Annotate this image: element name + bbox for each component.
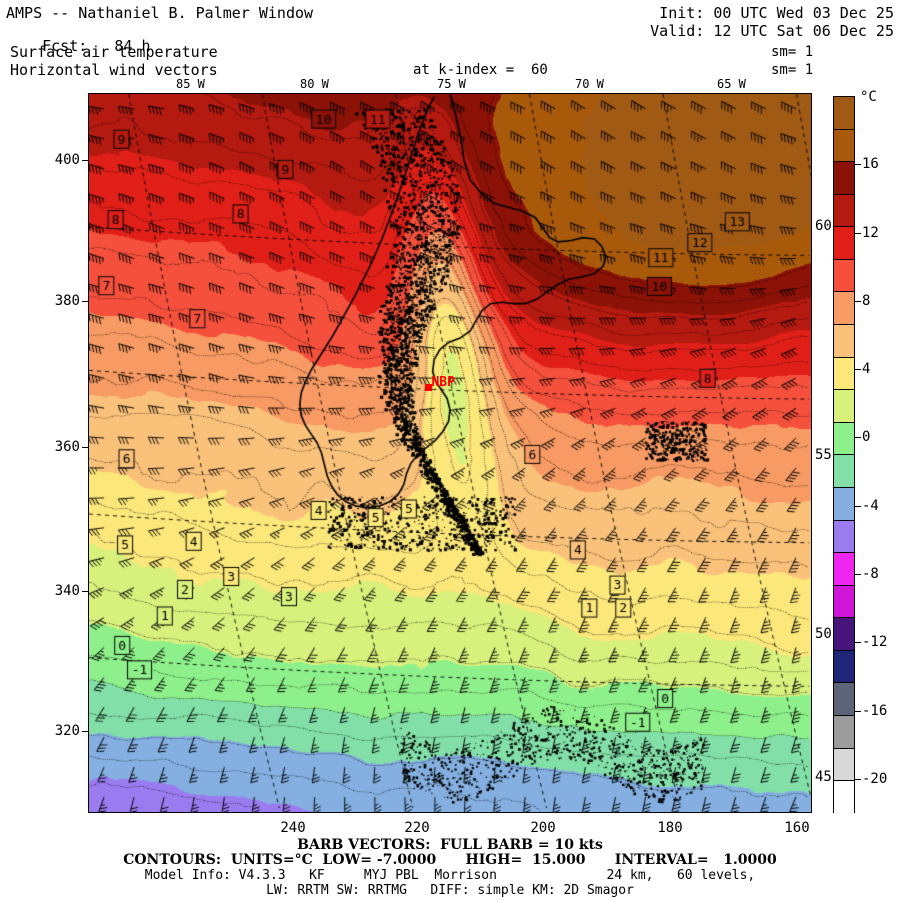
colorbar-segment-21 — [834, 781, 854, 814]
forecast-label: Fcst: 84 h — [6, 24, 151, 69]
colorbar-tick-8 — [855, 710, 861, 712]
y-tick-label-3: 340 — [54, 583, 80, 599]
temperature-colorbar[interactable] — [833, 96, 855, 814]
colorbar-segment-16 — [834, 618, 854, 651]
x-tick-label-1: 220 — [404, 820, 430, 836]
colorbar-segment-19 — [834, 715, 854, 749]
colorbar-segment-1 — [834, 129, 854, 163]
smoothing-2: sm= 1 — [771, 62, 814, 78]
init-time: Init: 00 UTC Wed 03 Dec 25 — [659, 4, 894, 22]
lat-tick-label-0: 60 — [815, 218, 832, 234]
colorbar-segment-10 — [834, 422, 854, 456]
y-tick-label-1: 380 — [54, 293, 80, 309]
colorbar-label-7: -12 — [862, 634, 888, 651]
colorbar-label-3: 4 — [862, 361, 871, 378]
colorbar-tick-6 — [855, 574, 861, 575]
colorbar-segment-20 — [834, 748, 854, 782]
colorbar-tick-0 — [855, 164, 861, 166]
colorbar-segment-7 — [834, 325, 854, 358]
colorbar-label-9: -20 — [862, 770, 888, 787]
colorbar-segment-2 — [834, 162, 854, 195]
colorbar-segment-14 — [834, 553, 854, 586]
colorbar-segment-17 — [834, 650, 854, 684]
colorbar-tick-2 — [855, 300, 861, 302]
colorbar-tick-5 — [855, 505, 861, 507]
x-tick-label-3: 180 — [657, 820, 683, 836]
colorbar-segment-3 — [834, 194, 854, 228]
lon-label-1: 80 W — [300, 77, 329, 91]
map-canvas-wrapper — [89, 94, 811, 812]
contour-legend: CONTOURS: UNITS=°C LOW= -7.0000 HIGH= 15… — [123, 852, 777, 868]
colorbar-label-2: 8 — [862, 292, 871, 309]
x-tick-label-2: 200 — [530, 820, 556, 836]
map-plot-area[interactable]: NBP — [88, 93, 812, 813]
y-tick-0 — [82, 160, 89, 161]
colorbar-tick-9 — [855, 778, 861, 780]
colorbar-label-4: 0 — [862, 429, 871, 446]
colorbar-tick-7 — [855, 642, 861, 644]
colorbar-segment-18 — [834, 683, 854, 716]
lon-label-2: 75 W — [437, 77, 466, 91]
field-temperature-label: Surface air temperature — [10, 43, 218, 61]
x-tick-label-4: 160 — [784, 820, 810, 836]
lat-tick-label-3: 45 — [815, 769, 832, 785]
colorbar-label-8: -16 — [862, 702, 888, 719]
y-tick-1 — [82, 301, 89, 302]
lat-tick-label-2: 50 — [815, 626, 832, 642]
smoothing-1: sm= 1 — [771, 44, 814, 60]
colorbar-tick-3 — [855, 369, 861, 371]
colorbar-segment-0 — [834, 97, 854, 130]
colorbar-segment-9 — [834, 390, 854, 423]
colorbar-segment-13 — [834, 520, 854, 554]
forecast-value: 84 h — [114, 37, 151, 55]
model-info: Model Info: V4.3.3 KF MYJ PBL Morrison 2… — [144, 868, 756, 883]
k-index-label: at k-index = 60 — [413, 62, 548, 78]
y-tick-2 — [82, 447, 89, 448]
colorbar-units-label: °C — [860, 89, 877, 105]
lon-label-3: 70 W — [575, 77, 604, 91]
lon-label-0: 85 W — [176, 77, 205, 91]
lat-tick-label-1: 55 — [815, 447, 832, 463]
y-tick-3 — [82, 591, 89, 592]
temperature-field-canvas — [89, 94, 811, 812]
colorbar-segment-4 — [834, 227, 854, 260]
colorbar-tick-1 — [855, 232, 861, 234]
x-tick-label-0: 240 — [280, 820, 306, 836]
y-tick-label-2: 360 — [54, 439, 80, 455]
colorbar-segment-5 — [834, 259, 854, 293]
barb-legend: BARB VECTORS: FULL BARB = 10 kts — [297, 837, 603, 853]
field-wind-label: Horizontal wind vectors — [10, 61, 218, 79]
colorbar-label-0: 16 — [862, 156, 879, 173]
colorbar-label-5: -4 — [862, 497, 879, 514]
y-tick-label-0: 400 — [54, 152, 80, 168]
physics-info: LW: RRTM SW: RRTMG DIFF: simple KM: 2D S… — [266, 883, 634, 898]
colorbar-tick-4 — [855, 437, 861, 439]
valid-time: Valid: 12 UTC Sat 06 Dec 25 — [650, 22, 894, 40]
colorbar-label-6: -8 — [862, 566, 879, 582]
ship-label: NBP — [431, 374, 455, 390]
colorbar-segment-12 — [834, 487, 854, 521]
colorbar-label-1: 12 — [862, 224, 879, 241]
forecast-label-text: Fcst: — [42, 37, 88, 55]
colorbar-segment-15 — [834, 585, 854, 619]
lon-label-4: 65 W — [717, 77, 746, 91]
colorbar-segment-11 — [834, 455, 854, 488]
ship-dot-icon — [425, 383, 433, 391]
window-title: AMPS -- Nathaniel B. Palmer Window — [6, 4, 314, 22]
y-tick-4 — [82, 731, 89, 732]
colorbar-segment-6 — [834, 292, 854, 326]
y-tick-label-4: 320 — [54, 723, 80, 739]
colorbar-segment-8 — [834, 357, 854, 391]
